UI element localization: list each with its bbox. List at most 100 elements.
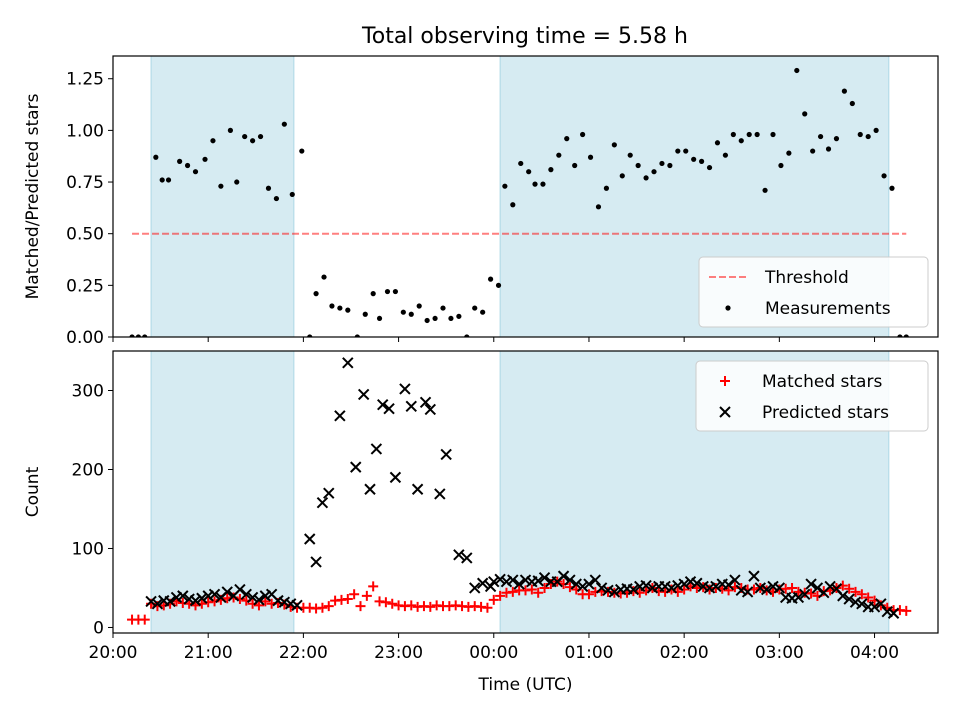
measurement-point <box>135 334 141 337</box>
predicted-star-marker <box>722 579 735 591</box>
predicted-star-marker <box>342 357 354 369</box>
matched-star-marker <box>863 592 874 603</box>
matched-star-marker <box>850 586 861 597</box>
predicted-star-marker <box>350 461 362 473</box>
measurement-point <box>299 148 305 154</box>
y-tick-label: 1.25 <box>66 70 104 90</box>
measurement-point <box>464 334 470 337</box>
measurement-point <box>440 305 446 311</box>
legend-label: Threshold <box>764 268 849 288</box>
predicted-star-marker <box>608 586 621 598</box>
measurement-point <box>400 309 406 315</box>
matched-star-marker <box>387 598 398 609</box>
y-tick-label: 0.50 <box>66 225 104 245</box>
measurement-point <box>762 187 768 193</box>
matched-star-marker <box>539 582 550 593</box>
axes-frame <box>112 350 939 634</box>
predicted-star-marker <box>208 588 221 601</box>
predicted-star-marker <box>805 578 817 590</box>
shaded-interval <box>150 55 295 338</box>
predicted-star-marker <box>729 574 741 586</box>
measurement-point <box>651 169 657 175</box>
matched-star-marker <box>406 600 417 611</box>
matched-star-marker <box>723 585 734 596</box>
predicted-star-marker <box>710 580 722 593</box>
predicted-star-marker <box>741 586 754 598</box>
predicted-star-marker <box>856 598 868 610</box>
measurement-point <box>321 274 327 280</box>
x-tick-label: 23:00 <box>374 643 423 663</box>
predicted-star-marker <box>589 574 602 586</box>
predicted-star-marker <box>773 582 786 594</box>
y-tick-label: 0.75 <box>66 173 104 193</box>
matched-star-marker <box>425 601 436 612</box>
measurement-point <box>273 195 280 202</box>
measurement-point <box>714 140 721 146</box>
matched-star-marker <box>342 594 353 605</box>
measurement-point <box>518 160 524 167</box>
legend-frame <box>695 360 929 432</box>
measurement-point <box>849 100 855 107</box>
plot-area <box>127 357 912 625</box>
bottom-panel: 0 100 200 300 20:00 21:00 22:00 23:00 00:00 01:00… <box>23 350 939 695</box>
measurement-point <box>746 131 752 138</box>
measurement-point <box>810 148 816 154</box>
matched-star-marker <box>361 590 372 601</box>
matched-star-marker <box>380 597 391 608</box>
measurement-point <box>643 175 649 181</box>
measurement-point <box>159 177 165 183</box>
predicted-star-marker <box>640 579 652 592</box>
chart-title: Total observing time = 5.58 h <box>361 24 688 49</box>
measurement-point <box>897 334 903 337</box>
measurement-point <box>129 334 135 337</box>
measurement-point <box>778 162 784 169</box>
predicted-star-marker <box>868 601 881 613</box>
predicted-star-marker <box>189 594 202 607</box>
measurement-point <box>794 67 800 74</box>
measurement-point <box>376 315 383 322</box>
predicted-star-marker <box>824 580 836 593</box>
measurement-point <box>362 311 368 317</box>
predicted-star-marker <box>221 586 233 598</box>
predicted-star-marker <box>557 570 570 582</box>
matched-star-marker <box>583 589 594 600</box>
y-tick-label: 100 <box>72 539 104 559</box>
predicted-star-marker <box>405 400 417 413</box>
predicted-star-marker <box>576 580 589 593</box>
measurement-point <box>392 288 399 295</box>
measurement-point <box>472 305 478 311</box>
measurement-point <box>802 111 808 117</box>
x-tick-label: 01:00 <box>564 643 613 663</box>
matched-star-marker <box>533 587 544 598</box>
predicted-star-marker <box>316 496 329 509</box>
predicted-star-marker <box>564 574 576 586</box>
measurement-point <box>329 303 335 309</box>
predicted-star-marker <box>627 583 640 596</box>
x-tick-label: 22:00 <box>279 643 328 663</box>
predicted-star-marker <box>357 388 370 401</box>
measurement-point <box>611 142 617 148</box>
measurement-point <box>699 158 705 164</box>
matched-star-marker <box>488 594 499 605</box>
measurement-point <box>502 183 508 189</box>
predicted-star-marker <box>488 575 500 588</box>
measurement-point <box>572 162 578 169</box>
predicted-star-marker <box>151 598 164 610</box>
measurement-point <box>619 173 625 179</box>
measurement-point <box>313 291 319 297</box>
predicted-star-marker <box>748 570 760 582</box>
measurement-point <box>202 156 208 162</box>
measurement-point <box>250 138 256 144</box>
measurement-point <box>770 131 776 138</box>
matched-star-marker <box>260 596 271 607</box>
matched-star-marker <box>228 592 239 603</box>
measurement-point <box>257 133 264 140</box>
measurement-point <box>722 152 729 158</box>
measurement-point <box>786 150 792 156</box>
measurement-point <box>177 158 183 164</box>
predicted-star-marker <box>304 533 316 545</box>
predicted-star-marker <box>583 578 595 590</box>
legend-label: Measurements <box>765 299 891 319</box>
y-axis-label: Count <box>23 466 43 517</box>
